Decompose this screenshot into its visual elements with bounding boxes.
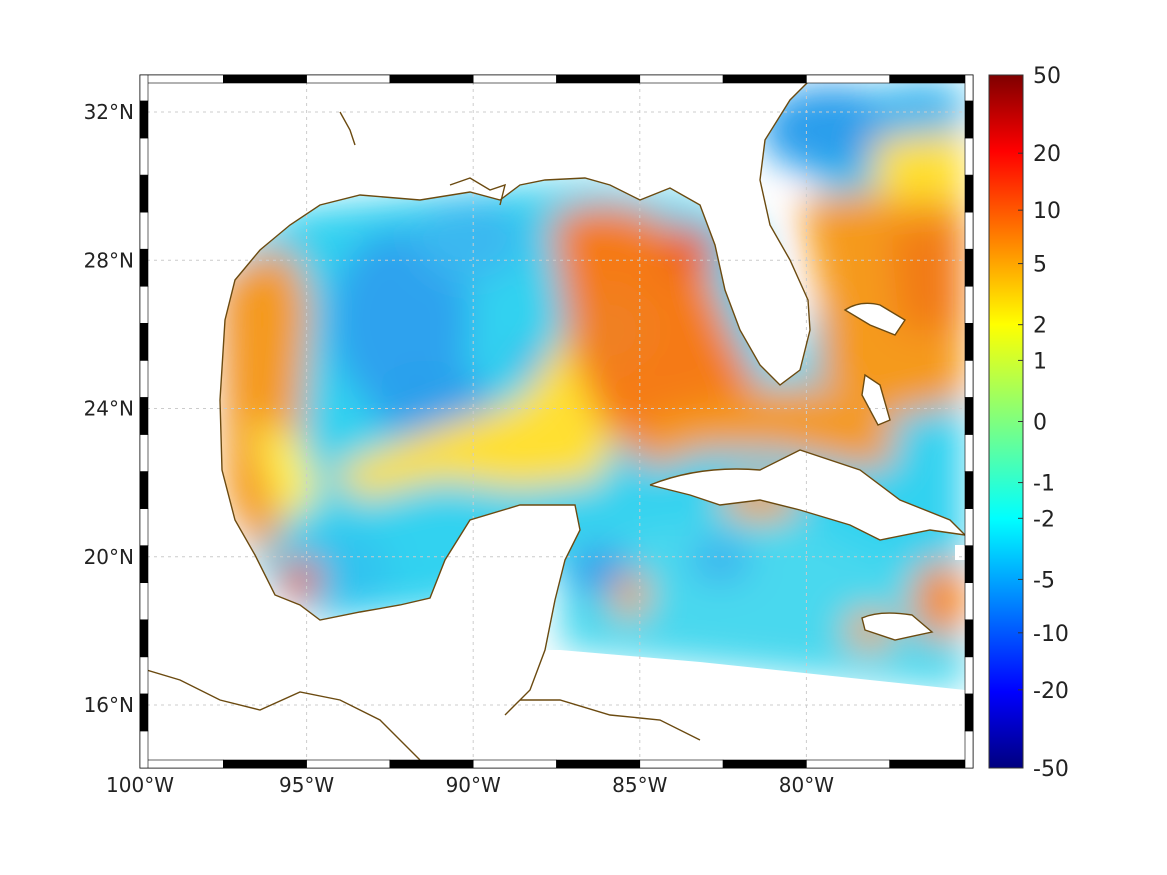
frame-segment xyxy=(306,759,391,769)
y-tick-label: 32°N xyxy=(84,100,134,124)
frame-segment xyxy=(639,74,724,84)
map-frame xyxy=(139,74,974,769)
frame-segment xyxy=(139,759,224,769)
frame-segment xyxy=(139,656,149,695)
colorbar-tick-label: 0 xyxy=(1033,411,1047,436)
frame-segment xyxy=(806,74,891,84)
y-axis-labels: 16°N 20°N 24°N 28°N 32°N xyxy=(84,100,134,717)
colorbar-tick-label: -1 xyxy=(1033,472,1055,497)
frame-segment xyxy=(139,693,149,732)
frame-segment xyxy=(223,74,307,84)
frame-segment xyxy=(964,211,974,250)
frame-segment xyxy=(964,693,974,732)
frame-segment xyxy=(139,582,149,621)
coastline xyxy=(140,75,966,761)
frame-segment xyxy=(964,74,974,102)
x-axis-labels: 100°W 95°W 90°W 85°W 80°W xyxy=(106,773,834,797)
frame-segment xyxy=(964,619,974,658)
frame-segment xyxy=(139,360,149,398)
frame-segment xyxy=(139,730,149,769)
frame-segment xyxy=(964,582,974,621)
grid-lines xyxy=(140,75,973,768)
colorbar-tick-label: -50 xyxy=(1033,757,1069,782)
frame-segment xyxy=(889,74,974,84)
colorbar-tick-label: 10 xyxy=(1033,199,1061,224)
frame-segment xyxy=(964,508,974,546)
frame-segment xyxy=(139,74,224,84)
frame-segment xyxy=(139,471,149,509)
frame-segment xyxy=(472,759,557,769)
colorbar-tick-label: 20 xyxy=(1033,142,1061,167)
anomaly-field xyxy=(140,75,968,768)
frame-segment xyxy=(639,759,724,769)
frame-segment xyxy=(556,759,641,769)
frame-segment xyxy=(139,248,149,287)
frame-segment xyxy=(964,730,974,769)
y-tick-label: 28°N xyxy=(84,248,134,272)
x-tick-label: 85°W xyxy=(612,773,667,797)
frame-segment xyxy=(964,100,974,139)
frame-segment xyxy=(964,397,974,435)
colorbar-gradient xyxy=(988,74,1024,769)
frame-segment xyxy=(139,619,149,658)
frame-segment xyxy=(139,545,149,584)
frame-segment xyxy=(722,74,807,84)
frame-segment xyxy=(139,508,149,546)
frame-segment xyxy=(964,360,974,398)
colorbar-tick-label: -5 xyxy=(1033,568,1055,593)
colorbar-tick-label: -10 xyxy=(1033,622,1069,647)
frame-segment xyxy=(139,74,149,102)
colorbar-tick-label: -2 xyxy=(1033,507,1055,532)
frame-segment xyxy=(964,137,974,176)
frame-segment xyxy=(139,322,149,361)
frame-segment xyxy=(964,174,974,213)
frame-segment xyxy=(964,248,974,287)
frame-segment xyxy=(139,285,149,324)
y-tick-label: 20°N xyxy=(84,545,134,569)
y-tick-label: 16°N xyxy=(84,693,134,717)
frame-segment xyxy=(889,759,974,769)
frame-segment xyxy=(964,322,974,361)
frame-segment xyxy=(806,759,891,769)
frame-segment xyxy=(964,434,974,472)
frame-segment xyxy=(964,471,974,509)
frame-segment xyxy=(472,74,557,84)
colorbar-tick-label: -20 xyxy=(1033,679,1069,704)
frame-segment xyxy=(964,285,974,324)
colorbar-tick-label: 5 xyxy=(1033,253,1047,278)
frame-segment xyxy=(139,397,149,435)
frame-segment xyxy=(306,74,391,84)
y-tick-label: 24°N xyxy=(84,397,134,421)
frame-segment xyxy=(223,759,307,769)
frame-segment xyxy=(964,656,974,695)
frame-segment xyxy=(139,174,149,213)
frame-segment xyxy=(139,100,149,139)
colorbar-tick-label: 50 xyxy=(1033,64,1061,89)
frame-segment xyxy=(964,545,974,584)
colorbar-tick-label: 1 xyxy=(1033,349,1047,374)
frame-segment xyxy=(139,137,149,176)
frame-segment xyxy=(389,759,474,769)
colorbar-tick-label: 2 xyxy=(1033,314,1047,339)
frame-segment xyxy=(139,434,149,472)
x-tick-label: 100°W xyxy=(106,773,174,797)
x-tick-label: 80°W xyxy=(779,773,834,797)
frame-segment xyxy=(722,759,807,769)
frame-segment xyxy=(389,74,474,84)
frame-segment xyxy=(139,211,149,250)
x-tick-label: 90°W xyxy=(446,773,501,797)
x-tick-label: 95°W xyxy=(279,773,334,797)
frame-segment xyxy=(556,74,641,84)
